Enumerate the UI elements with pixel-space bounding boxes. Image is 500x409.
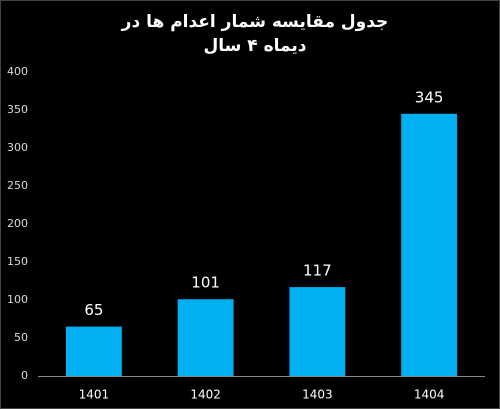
x-tick-label: 1404	[414, 388, 445, 402]
y-tick-label: 200	[7, 217, 28, 230]
x-tick-label: 1401	[79, 388, 110, 402]
x-tick-label: 1402	[190, 388, 221, 402]
data-label: 117	[303, 262, 332, 280]
y-tick-label: 350	[7, 103, 28, 116]
bar	[289, 287, 346, 376]
bar	[177, 299, 234, 376]
data-label: 345	[415, 88, 444, 106]
y-tick-label: 300	[7, 141, 28, 154]
chart-title: جدول مقایسه شمار اعدام ها در	[121, 12, 389, 32]
data-label: 101	[191, 274, 220, 292]
y-tick-label: 0	[21, 369, 28, 382]
data-label: 65	[84, 301, 103, 319]
bar	[401, 113, 458, 377]
y-tick-label: 400	[7, 65, 28, 78]
y-tick-label: 250	[7, 179, 28, 192]
chart-subtitle: دیماه ۴ سال	[203, 36, 306, 56]
x-tick-label: 1403	[302, 388, 333, 402]
y-tick-label: 150	[7, 255, 28, 268]
y-tick-label: 50	[14, 331, 28, 344]
bar	[65, 326, 122, 376]
y-tick-label: 100	[7, 293, 28, 306]
